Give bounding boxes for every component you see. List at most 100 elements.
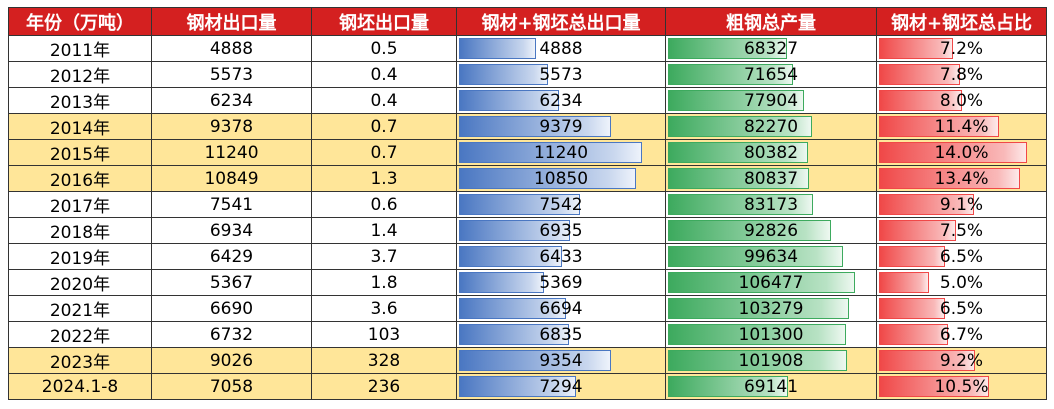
cell-crude-output: 68327: [665, 35, 877, 62]
cell-total-export: 6433: [456, 243, 666, 270]
cell-total-export-bar: [459, 90, 559, 111]
cell-billet-export: 1.8: [311, 269, 457, 296]
cell-total-export-value: 6433: [539, 246, 583, 267]
cell-share: 6.5%: [876, 295, 1047, 322]
cell-share: 13.4%: [876, 165, 1047, 192]
cell-crude-output-bar: [668, 298, 850, 319]
header-crude-output: 粗钢总产量: [665, 7, 877, 36]
cell-share: 9.2%: [876, 347, 1047, 374]
cell-total-export-value: 11240: [533, 142, 589, 163]
cell-total-export-bar: [459, 194, 581, 215]
cell-steel-export: 11240: [151, 139, 312, 166]
cell-year: 2018年: [8, 217, 152, 244]
cell-share-bar: [879, 246, 946, 267]
cell-total-export: 9379: [456, 113, 666, 140]
cell-year: 2017年: [8, 191, 152, 218]
cell-year: 2013年: [8, 87, 152, 114]
cell-crude-output-value: 80382: [743, 142, 799, 163]
cell-share-value: 9.2%: [939, 350, 984, 371]
cell-crude-output-value: 106477: [738, 272, 804, 293]
cell-billet-export: 0.5: [311, 35, 457, 62]
cell-share-value: 5.0%: [939, 272, 984, 293]
cell-total-export-bar: [459, 298, 567, 319]
cell-total-export: 6694: [456, 295, 666, 322]
header-share: 钢材+钢坯总占比: [876, 7, 1047, 36]
cell-crude-output-bar: [668, 194, 814, 215]
cell-share-bar: [879, 272, 930, 293]
cell-steel-export: 9378: [151, 113, 312, 140]
cell-crude-output-bar: [668, 38, 787, 59]
cell-share-bar: [879, 38, 953, 59]
cell-share-bar: [879, 376, 989, 397]
cell-share-value: 14.0%: [934, 142, 989, 163]
cell-total-export-bar: [459, 376, 577, 397]
cell-share-bar: [879, 116, 999, 137]
steel-export-table: 年份（万吨） 钢材出口量 钢坯出口量 钢材+钢坯总出口量 粗钢总产量 钢材+钢坯…: [8, 7, 1047, 400]
table-row: 2023年 9026 328 9354 101908 9.2%: [8, 347, 1047, 374]
cell-total-export: 6234: [456, 87, 666, 114]
cell-steel-export: 6732: [151, 321, 312, 348]
table-row: 2024.1-8 7058 236 7294 69141 10.5%: [8, 373, 1047, 400]
cell-year: 2022年: [8, 321, 152, 348]
cell-share: 7.5%: [876, 217, 1047, 244]
cell-share: 7.2%: [876, 35, 1047, 62]
cell-crude-output-value: 71654: [743, 64, 799, 85]
cell-share-value: 11.4%: [934, 116, 989, 137]
cell-share-value: 7.8%: [939, 64, 984, 85]
table-row: 2022年 6732 103 6835 101300 6.7%: [8, 321, 1047, 348]
cell-crude-output-value: 99634: [743, 246, 799, 267]
cell-billet-export: 236: [311, 373, 457, 400]
cell-billet-export: 1.3: [311, 165, 457, 192]
cell-total-export-bar: [459, 142, 643, 163]
table-row: 2011年 4888 0.5 4888 68327 7.2%: [8, 35, 1047, 62]
cell-total-export-value: 9379: [539, 116, 583, 137]
cell-crude-output: 103279: [665, 295, 877, 322]
table-row: 2015年 11240 0.7 11240 80382 14.0%: [8, 139, 1047, 166]
table-row: 2021年 6690 3.6 6694 103279 6.5%: [8, 295, 1047, 322]
cell-crude-output: 80382: [665, 139, 877, 166]
cell-share-bar: [879, 324, 948, 345]
cell-total-export: 5369: [456, 269, 666, 296]
cell-crude-output: 77904: [665, 87, 877, 114]
cell-share-bar: [879, 194, 974, 215]
cell-share-bar: [879, 64, 960, 85]
table-row: 2014年 9378 0.7 9379 82270 11.4%: [8, 113, 1047, 140]
cell-total-export-bar: [459, 324, 569, 345]
cell-total-export-bar: [459, 272, 545, 293]
cell-share-bar: [879, 142, 1027, 163]
cell-share-bar: [879, 350, 975, 371]
cell-crude-output-value: 101300: [738, 324, 804, 345]
header-billet-export: 钢坯出口量: [311, 7, 457, 36]
header-row: 年份（万吨） 钢材出口量 钢坯出口量 钢材+钢坯总出口量 粗钢总产量 钢材+钢坯…: [8, 7, 1047, 36]
cell-crude-output-bar: [668, 168, 810, 189]
cell-crude-output-value: 68327: [743, 38, 799, 59]
cell-steel-export: 6690: [151, 295, 312, 322]
cell-crude-output-value: 83173: [743, 194, 799, 215]
cell-share: 6.5%: [876, 243, 1047, 270]
cell-year: 2016年: [8, 165, 152, 192]
cell-billet-export: 0.6: [311, 191, 457, 218]
cell-total-export: 6835: [456, 321, 666, 348]
cell-share-value: 7.5%: [939, 220, 984, 241]
header-year: 年份（万吨）: [8, 7, 152, 36]
cell-share: 11.4%: [876, 113, 1047, 140]
cell-steel-export: 7541: [151, 191, 312, 218]
cell-total-export-value: 7294: [539, 376, 583, 397]
cell-share-value: 13.4%: [934, 168, 989, 189]
cell-total-export: 5573: [456, 61, 666, 88]
cell-billet-export: 103: [311, 321, 457, 348]
table-row: 2013年 6234 0.4 6234 77904 8.0%: [8, 87, 1047, 114]
cell-share-value: 6.5%: [939, 246, 984, 267]
cell-billet-export: 0.7: [311, 113, 457, 140]
cell-total-export-value: 6694: [539, 298, 583, 319]
cell-total-export-value: 9354: [539, 350, 583, 371]
table-row: 2017年 7541 0.6 7542 83173 9.1%: [8, 191, 1047, 218]
cell-share-value: 9.1%: [939, 194, 984, 215]
cell-year: 2020年: [8, 269, 152, 296]
cell-total-export: 11240: [456, 139, 666, 166]
cell-total-export-bar: [459, 220, 571, 241]
cell-crude-output: 101300: [665, 321, 877, 348]
cell-billet-export: 1.4: [311, 217, 457, 244]
cell-crude-output: 82270: [665, 113, 877, 140]
cell-total-export-value: 5369: [539, 272, 583, 293]
